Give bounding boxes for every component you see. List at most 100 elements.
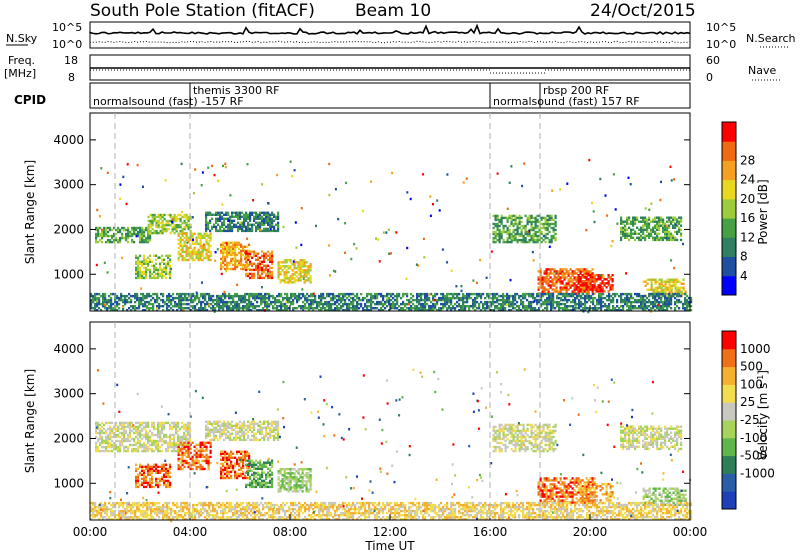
range-gate-cell [253, 272, 256, 276]
range-gate-cell [543, 290, 546, 293]
range-gate-cell [518, 216, 521, 220]
range-gate-cell [606, 214, 609, 217]
range-gate-cell [666, 294, 669, 297]
range-gate-cell [648, 294, 651, 298]
range-gate-cell [585, 286, 588, 289]
range-gate-cell [273, 436, 276, 440]
range-gate-cell [512, 214, 515, 218]
range-gate-cell [258, 296, 261, 300]
range-gate-cell [187, 217, 190, 221]
range-gate-cell [277, 261, 280, 264]
range-gate-cell [251, 225, 254, 229]
range-gate-cell [636, 292, 639, 296]
range-gate-cell [567, 278, 570, 281]
range-gate-cell [277, 213, 280, 216]
range-gate-cell [295, 261, 298, 264]
range-gate-cell [554, 238, 557, 242]
range-gate-cell [528, 228, 531, 232]
range-gate-cell [674, 290, 677, 293]
range-gate-cell [261, 219, 264, 222]
range-gate-cell [640, 238, 643, 242]
range-gate-cell [654, 280, 657, 283]
range-gate-cell [169, 231, 172, 235]
range-gate-cell [115, 445, 118, 449]
range-gate-cell [284, 305, 287, 308]
range-gate-cell [543, 278, 546, 281]
range-gate-cell [223, 227, 226, 231]
range-gate-cell [654, 230, 657, 233]
range-gate-cell [422, 302, 425, 306]
range-gate-cell [203, 256, 206, 260]
range-gate-cell [426, 292, 429, 296]
range-gate-cell [261, 215, 264, 218]
range-gate-cell [526, 230, 529, 233]
range-gate-cell [233, 211, 236, 214]
range-gate-cell [350, 307, 353, 310]
range-gate-cell [510, 232, 513, 236]
range-gate-cell [666, 300, 669, 304]
range-gate-cell [646, 226, 649, 229]
range-gate-cell [577, 280, 580, 283]
range-gate-cell [492, 230, 495, 234]
range-gate-cell [157, 215, 160, 219]
range-gate-cell [559, 286, 562, 289]
range-gate-cell [302, 305, 305, 308]
range-gate-cell [221, 225, 224, 229]
range-gate-cell [251, 256, 254, 259]
range-gate-cell [648, 309, 651, 312]
range-gate-cell [261, 436, 264, 440]
range-gate-cell [666, 238, 669, 242]
range-gate-cell [438, 309, 441, 312]
range-gate-cell [261, 432, 264, 435]
range-gate-cell [192, 294, 195, 298]
range-gate-cell [147, 268, 150, 272]
range-gate-cell [630, 302, 633, 306]
range-gate-cell [113, 433, 116, 437]
range-gate-cell [301, 275, 304, 278]
range-gate-cell [121, 423, 124, 427]
range-gate-cell [264, 302, 267, 306]
range-gate-cell [674, 286, 677, 289]
range-gate-cell [218, 300, 221, 304]
range-gate-cell [222, 292, 225, 296]
range-gate-cell [577, 270, 580, 273]
range-gate-cell [197, 234, 200, 237]
range-gate-cell [580, 296, 583, 300]
range-gate-cell [626, 232, 629, 235]
range-gate-cell [426, 296, 429, 300]
range-gate-cell [318, 302, 321, 306]
range-gate-cell [474, 305, 477, 308]
range-gate-cell [410, 305, 413, 308]
range-gate-cell [107, 234, 110, 238]
range-gate-cell [450, 269, 453, 272]
range-gate-cell [508, 234, 511, 238]
range-gate-cell [137, 433, 140, 437]
range-gate-cell [239, 436, 242, 440]
range-gate-cell [119, 439, 122, 443]
range-gate-cell [304, 307, 307, 310]
range-gate-cell [450, 298, 453, 302]
range-gate-cell [668, 224, 671, 227]
range-gate-cell [546, 292, 549, 296]
range-gate-cell [559, 288, 562, 291]
range-gate-cell [251, 272, 254, 276]
range-gate-cell [189, 238, 192, 242]
range-gate-cell [550, 294, 553, 298]
range-gate-cell [680, 292, 683, 295]
range-gate-cell [551, 278, 554, 281]
range-gate-cell [294, 296, 297, 300]
range-gate-cell [159, 431, 162, 435]
range-gate-cell [666, 296, 669, 300]
range-gate-cell [282, 302, 285, 306]
range-gate-cell [644, 298, 647, 302]
range-gate-cell [496, 216, 499, 220]
range-gate-cell [204, 307, 207, 310]
range-gate-cell [640, 228, 643, 231]
range-gate-cell [179, 242, 182, 246]
range-gate-cell [94, 305, 97, 308]
range-gate-cell [225, 422, 228, 425]
range-gate-cell [504, 309, 507, 312]
range-gate-cell [297, 269, 300, 272]
range-gate-cell [239, 225, 242, 229]
range-gate-cell [537, 270, 540, 273]
